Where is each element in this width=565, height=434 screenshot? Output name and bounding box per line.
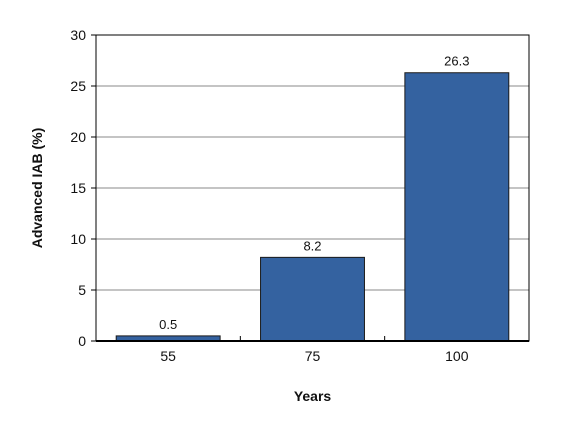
- y-tick-label: 20: [70, 129, 86, 145]
- y-tick-labels: 0 5 10 15 20 25 30: [70, 27, 86, 349]
- y-tick-label: 30: [70, 27, 86, 43]
- y-tick-label: 15: [70, 180, 86, 196]
- x-axis-title: Years: [294, 388, 332, 404]
- y-tick-label: 25: [70, 78, 86, 94]
- x-tick-label: 55: [160, 348, 176, 364]
- axes: [91, 34, 530, 342]
- data-label: 8.2: [303, 238, 321, 253]
- y-tick-label: 5: [78, 282, 86, 298]
- data-label: 26.3: [444, 54, 469, 69]
- x-tick-label: 75: [305, 348, 321, 364]
- y-tick-label: 0: [78, 333, 86, 349]
- y-axis-title: Advanced IAB (%): [29, 128, 45, 249]
- data-labels: 0.5 8.2 26.3: [159, 54, 469, 332]
- x-tick-labels: 55 75 100: [160, 348, 468, 364]
- bars: [115, 72, 510, 342]
- data-label: 0.5: [159, 317, 177, 332]
- y-tick-label: 10: [70, 231, 86, 247]
- bar-100: [404, 72, 510, 342]
- x-tick-label: 100: [445, 348, 469, 364]
- bar-75: [260, 256, 365, 342]
